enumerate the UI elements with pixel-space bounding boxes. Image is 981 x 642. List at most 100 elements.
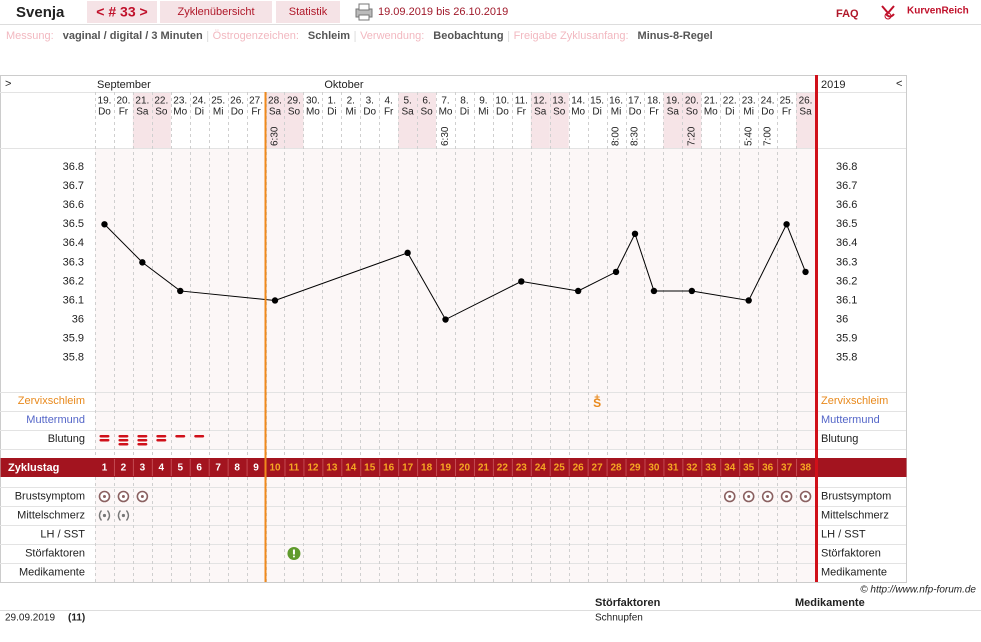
nav-right[interactable]: < [896, 78, 902, 90]
setting-label: Verwendung: [360, 30, 424, 42]
weekday-label: Mi [346, 107, 357, 118]
y-tick-label-right: 36.1 [836, 294, 857, 306]
setting-label: Freigabe Zyklusanfang: [514, 30, 629, 42]
date-label: 20. [116, 96, 130, 107]
weekend-cell [549, 92, 569, 148]
month-label: Oktober [324, 79, 363, 91]
date-label: 13. [552, 96, 566, 107]
brand[interactable]: KurvenReich [907, 6, 969, 17]
cycle-nav[interactable]: < # 33 > [96, 4, 147, 20]
temperature-point [612, 268, 620, 276]
icon-dot [747, 495, 751, 498]
brustsymptom-icon [799, 490, 812, 503]
temperature-point [574, 287, 582, 295]
nav-left[interactable]: > [5, 78, 11, 90]
bleeding-mark [194, 435, 205, 438]
icon-dot [102, 513, 107, 518]
y-tick-label: 36.4 [63, 237, 84, 249]
cycle-day: 5 [177, 463, 183, 474]
icon-brackets [98, 510, 111, 521]
date-label: 21. [135, 96, 149, 107]
date-label: 25. [780, 96, 794, 107]
weekday-label: Mi [743, 107, 754, 118]
date-label: 22. [723, 96, 737, 107]
date-label: 2. [347, 96, 355, 107]
icon-bang [292, 549, 295, 555]
weekend-cell [284, 92, 304, 148]
weekday-label: Sa [534, 107, 547, 118]
cycle-day: 21 [478, 463, 490, 474]
row-label-right: Brustsymptom [821, 490, 891, 502]
note-date: 29.09.2019 [5, 613, 55, 624]
y-tick-label-right: 35.9 [836, 332, 857, 344]
weekday-label: Do [98, 107, 111, 118]
setting-label: Östrogenzeichen: [213, 30, 299, 42]
row-label: Zervixschleim [18, 395, 85, 407]
date-label: 3. [366, 96, 374, 107]
temperature-point [177, 287, 184, 295]
measure-time: 7:00 [762, 126, 773, 146]
bleeding-dash [99, 439, 110, 442]
date-label: 12. [533, 96, 547, 107]
setting-value: vaginal / digital / 3 Minuten [63, 30, 203, 42]
y-tick-label: 35.8 [63, 352, 84, 364]
date-label: 21. [704, 96, 718, 107]
weekend-cell [530, 92, 550, 148]
mittelschmerz-icon [117, 510, 130, 521]
weekday-label: Di [460, 107, 469, 118]
icon-dot [140, 495, 144, 498]
weekday-label: Fr [517, 107, 527, 118]
stoerfaktoren-icon [287, 547, 301, 560]
date-label: 25. [211, 96, 225, 107]
y-tick-label: 36.1 [63, 294, 84, 306]
icon-dot [728, 495, 732, 498]
cycle-day: 31 [667, 463, 679, 474]
date-label: 9. [479, 96, 487, 107]
cycle-day: 19 [440, 463, 452, 474]
row-label: LH / SST [40, 528, 85, 540]
printer-icon[interactable] [355, 3, 373, 21]
brustsymptom-icon [761, 490, 774, 503]
weekday-label: Mi [611, 107, 622, 118]
date-label: 19. [666, 96, 680, 107]
weekday-label: Di [725, 107, 734, 118]
cycle-day: 20 [459, 463, 471, 474]
bleeding-dash [175, 435, 186, 438]
brustsymptom-icon [117, 490, 130, 503]
cycle-day: 26 [573, 463, 585, 474]
faq-link[interactable]: FAQ [836, 8, 859, 20]
icon-dot [785, 495, 789, 498]
cycle-nav-box[interactable] [87, 1, 157, 23]
cycle-day: 8 [234, 463, 240, 474]
cycle-day: 27 [592, 463, 604, 474]
tab[interactable]: Zyklenübersicht [177, 6, 254, 18]
weekend-cell [265, 92, 285, 148]
tab[interactable]: Statistik [289, 6, 328, 18]
weekday-label: Do [231, 107, 244, 118]
weekend-cell [417, 92, 437, 148]
date-label: 5. [403, 96, 411, 107]
tab-box[interactable] [276, 1, 340, 23]
weekday-label: Mo [306, 107, 320, 118]
weekday-label: Do [496, 107, 509, 118]
weekday-label: So [686, 107, 699, 118]
setting-value: Schleim [308, 30, 350, 42]
weekday-label: Mi [478, 107, 489, 118]
weekday-label: Mo [704, 107, 718, 118]
cycle-day: 37 [781, 463, 793, 474]
weekday-label: Do [629, 107, 642, 118]
note-text: Schnupfen [595, 613, 643, 624]
weekend-cell [151, 92, 171, 148]
weekday-label: Fr [119, 107, 129, 118]
temperature-point [139, 259, 146, 266]
cycle-day: 33 [705, 463, 717, 474]
brustsymptom-icon [723, 490, 736, 503]
cycle-day: 4 [159, 463, 165, 474]
setting-label: Messung: [6, 30, 54, 42]
weekend-cell [132, 92, 152, 148]
y-tick-label-right: 36.7 [836, 180, 857, 192]
tab-box[interactable] [160, 1, 272, 23]
mucus-symbol: S [593, 396, 601, 410]
bleeding-mark [118, 435, 129, 446]
